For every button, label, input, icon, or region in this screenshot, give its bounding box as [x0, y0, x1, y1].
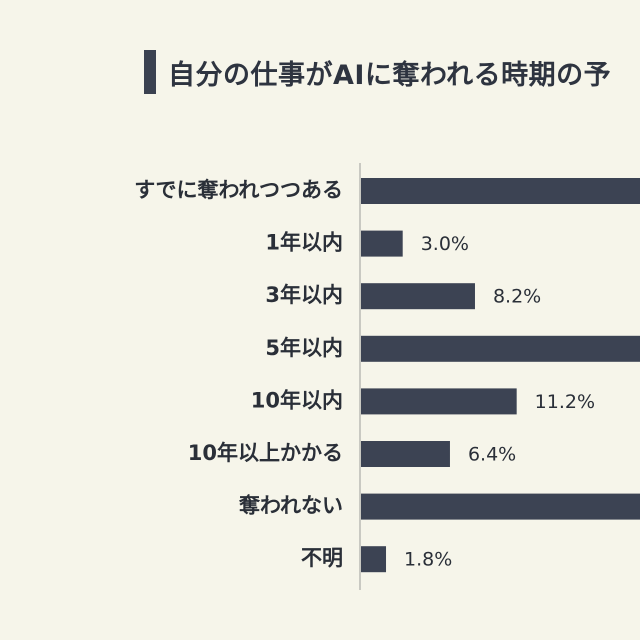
category-label: 3年以内 — [265, 283, 343, 307]
chart-title: 自分の仕事がAIに奪われる時期の予 — [168, 59, 612, 91]
category-label: 1年以内 — [265, 231, 343, 255]
bar — [361, 441, 450, 467]
data-label: 6.4% — [468, 444, 516, 466]
category-label: すでに奪われつつある — [134, 178, 343, 202]
category-label: 10年以内 — [251, 388, 343, 412]
data-label: 1.8% — [404, 549, 452, 571]
chart-title-wrap: 自分の仕事がAIに奪われる時期の予 — [144, 48, 611, 96]
bar — [361, 493, 640, 520]
category-label: 奪われない — [238, 494, 343, 518]
category-label: 不明 — [301, 546, 343, 570]
bar — [361, 178, 640, 204]
bar — [361, 388, 517, 415]
bar — [361, 283, 475, 310]
bar — [361, 335, 640, 362]
title-accent-bar — [144, 50, 156, 94]
data-label: 11.2% — [535, 391, 595, 413]
category-label: 10年以上かかる — [188, 441, 343, 465]
bar — [361, 546, 387, 573]
category-label: 5年以内 — [265, 336, 343, 360]
data-label: 8.2% — [493, 286, 541, 308]
bar — [361, 230, 403, 257]
data-label: 3.0% — [421, 233, 469, 255]
